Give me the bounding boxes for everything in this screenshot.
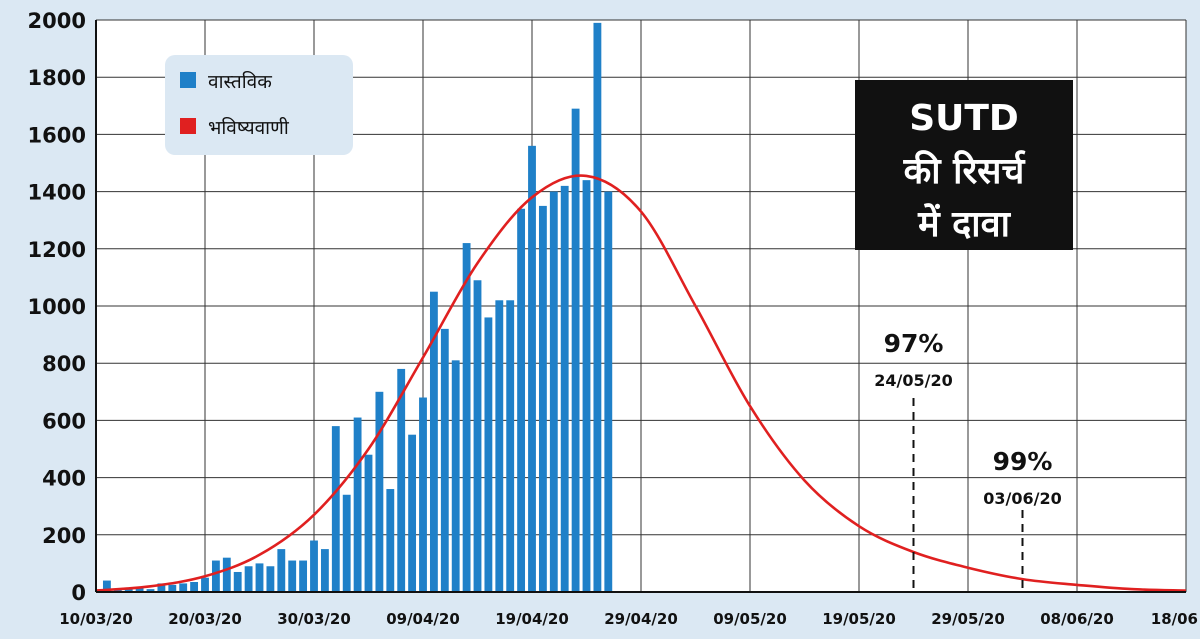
- bar-actual: [571, 108, 580, 592]
- bar-actual: [397, 368, 406, 592]
- callout-line-3: में दावा: [917, 203, 1012, 245]
- bar-actual: [102, 580, 111, 592]
- y-tick-label: 1600: [28, 123, 86, 147]
- y-tick-label: 1400: [28, 181, 86, 205]
- bar-actual: [582, 180, 591, 592]
- x-tick-label: 09/05/20: [713, 610, 787, 628]
- y-tick-label: 2000: [28, 9, 86, 33]
- bar-actual: [124, 587, 133, 592]
- y-tick-label: 1800: [28, 66, 86, 90]
- bar-actual: [549, 191, 558, 592]
- bar-actual: [419, 397, 427, 592]
- x-tick-label: 18/06: [1151, 610, 1198, 628]
- bar-actual: [233, 571, 242, 592]
- callout-box: [855, 80, 1073, 250]
- y-tick-label: 0: [71, 581, 86, 605]
- bar-actual: [244, 566, 253, 592]
- x-tick-label: 20/03/20: [168, 610, 242, 628]
- bar-actual: [484, 317, 493, 592]
- bar-actual: [528, 145, 536, 592]
- bar-actual: [113, 589, 122, 592]
- sutd-callout: SUTD की रिसर्च में दावा: [855, 80, 1073, 250]
- bar-actual: [157, 583, 166, 592]
- bar-actual: [255, 563, 264, 592]
- bar-actual: [342, 494, 351, 592]
- bar-actual: [462, 243, 471, 592]
- y-tick-label: 400: [42, 467, 86, 491]
- legend-swatch-actual: [180, 72, 196, 88]
- milestone-percent: 99%: [993, 447, 1053, 476]
- bar-actual: [440, 328, 449, 592]
- y-tick-label: 800: [42, 352, 86, 376]
- y-tick-label: 1000: [28, 295, 86, 319]
- bar-actual: [310, 540, 318, 592]
- bar-actual: [604, 191, 613, 592]
- bar-actual: [473, 280, 482, 592]
- bar-actual: [386, 489, 395, 592]
- bar-actual: [560, 185, 569, 592]
- legend: वास्तविक भविष्यवाणी: [165, 55, 353, 155]
- bar-actual: [495, 300, 504, 592]
- x-tick-label: 08/06/20: [1040, 610, 1114, 628]
- bar-actual: [201, 577, 209, 592]
- bar-actual: [277, 549, 286, 592]
- bar-actual: [593, 22, 602, 593]
- bar-actual: [135, 587, 144, 592]
- bar-actual: [517, 208, 526, 592]
- bar-actual: [266, 566, 275, 592]
- x-tick-label: 09/04/20: [386, 610, 460, 628]
- x-tick-label: 30/03/20: [277, 610, 351, 628]
- bar-actual: [320, 549, 329, 592]
- bar-actual: [179, 583, 188, 592]
- bar-actual: [506, 300, 515, 592]
- bar-actual: [146, 589, 155, 592]
- callout-line-2: की रिसर्च: [903, 150, 1027, 192]
- bar-actual: [538, 205, 547, 592]
- bar-actual: [331, 426, 340, 592]
- y-tick-label: 200: [42, 524, 86, 548]
- bar-actual: [408, 434, 417, 592]
- x-tick-label: 19/05/20: [822, 610, 896, 628]
- x-tick-label: 19/04/20: [495, 610, 569, 628]
- bar-actual: [190, 581, 199, 592]
- legend-swatch-forecast: [180, 118, 196, 134]
- legend-box: [165, 55, 353, 155]
- milestone-date: 03/06/20: [983, 489, 1061, 508]
- x-tick-label: 29/05/20: [931, 610, 1005, 628]
- forecast-line: [95, 174, 1187, 592]
- bar-actual: [168, 584, 177, 592]
- milestone-date: 24/05/20: [874, 371, 952, 390]
- bar-actual: [299, 560, 308, 592]
- bar-actual: [353, 417, 362, 592]
- bar-actual: [451, 360, 460, 592]
- x-tick-label: 29/04/20: [604, 610, 678, 628]
- legend-label-forecast: भविष्यवाणी: [208, 116, 290, 139]
- bar-actual: [211, 560, 220, 592]
- bar-actual: [364, 454, 373, 592]
- x-tick-label: 10/03/20: [59, 610, 133, 628]
- bar-actual: [222, 557, 231, 592]
- legend-label-actual: वास्तविक: [208, 70, 272, 93]
- y-tick-label: 1200: [28, 238, 86, 262]
- milestone-percent: 97%: [884, 329, 944, 358]
- bar-actual: [429, 291, 438, 592]
- y-tick-label: 600: [42, 409, 86, 433]
- bar-actual: [375, 391, 384, 592]
- bar-actual: [288, 560, 297, 592]
- callout-line-1: SUTD: [909, 98, 1019, 139]
